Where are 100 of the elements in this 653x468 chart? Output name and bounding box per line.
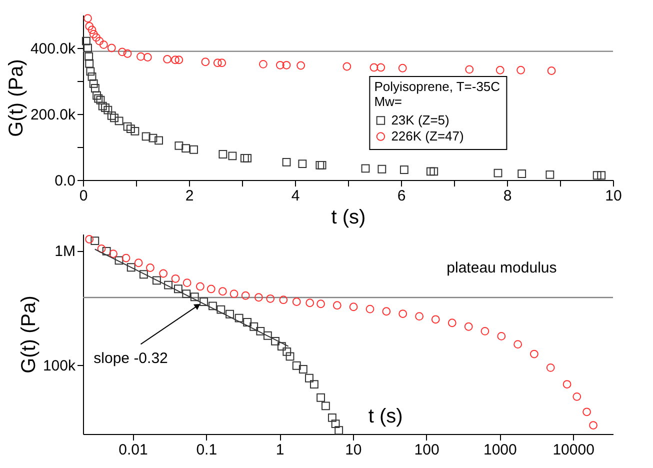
point [126, 124, 135, 134]
y-tick-label: 100k [42, 358, 76, 375]
point [82, 36, 90, 46]
point [92, 91, 101, 100]
x-tick-label: 0 [79, 188, 88, 204]
x-tick-label: 4 [291, 188, 300, 204]
x-tick-label: 2 [185, 188, 194, 204]
point [228, 152, 237, 160]
point [86, 67, 95, 76]
legend-label: 226K (Z=47) [391, 128, 464, 144]
point [171, 56, 180, 64]
point [104, 106, 112, 114]
point [282, 60, 291, 70]
point [174, 141, 184, 150]
point [361, 164, 370, 173]
point [398, 64, 407, 72]
point [276, 60, 284, 70]
point [143, 53, 152, 62]
x-tick-label: 10000 [552, 442, 594, 458]
y-tick-label: 0.0 [54, 172, 76, 190]
point [318, 160, 326, 170]
x-tick-label: 1 [276, 442, 284, 458]
point [378, 164, 386, 174]
point [342, 62, 352, 71]
point [88, 26, 96, 34]
point [89, 30, 98, 38]
x-tick-label: 6 [397, 188, 406, 204]
point [182, 144, 190, 153]
point [547, 66, 556, 75]
point [163, 55, 172, 64]
point [84, 52, 94, 61]
point [118, 48, 126, 56]
point [516, 66, 525, 74]
point [84, 44, 92, 52]
point [107, 111, 116, 120]
point [400, 166, 408, 174]
x-axis-title: t (s) [331, 206, 366, 228]
point [123, 122, 132, 131]
x-tick-label: 8 [503, 188, 512, 204]
point [84, 14, 92, 22]
x-tick-label: 10 [345, 442, 362, 458]
point [496, 66, 504, 74]
point [430, 167, 438, 176]
x-tick-label: 10 [605, 188, 622, 204]
y-tick-label: 400.0k [30, 40, 76, 58]
point [95, 36, 104, 46]
y-tick-label: 1M [54, 243, 76, 260]
point [90, 84, 100, 92]
y-tick-label: 200.0k [30, 106, 76, 124]
point [142, 132, 150, 141]
x-tick-label: 0.01 [118, 442, 148, 458]
point [123, 49, 132, 58]
point [136, 52, 145, 61]
point [465, 65, 474, 74]
point [546, 170, 554, 179]
point [494, 168, 502, 178]
point [518, 170, 526, 178]
ref-line-label: plateau modulus [446, 260, 557, 276]
point [148, 134, 158, 142]
y-axis-title: G(t) (Pa) [18, 296, 40, 374]
point [218, 58, 226, 68]
point [92, 33, 100, 42]
x-tick-label: 0.1 [196, 442, 218, 458]
point [201, 58, 210, 66]
point [94, 94, 103, 103]
point [426, 167, 435, 176]
point [85, 22, 94, 30]
point [107, 44, 116, 52]
y-axis-title: G(t) (Pa) [5, 59, 28, 137]
x-tick-label: 100 [414, 442, 440, 458]
point [99, 40, 108, 49]
point [89, 79, 98, 88]
point [101, 104, 110, 112]
point [130, 126, 140, 136]
annotation: slope -0.32 [94, 350, 168, 368]
point [296, 61, 306, 70]
point [316, 160, 324, 170]
point [370, 63, 378, 72]
x-axis-title: t (s) [368, 406, 403, 428]
point [282, 158, 291, 166]
point [85, 59, 94, 68]
point [213, 58, 222, 68]
legend-label: 23K (Z=5) [391, 112, 450, 128]
point [96, 96, 105, 104]
x-tick-label: 1000 [483, 442, 517, 458]
point [218, 150, 228, 158]
point [376, 63, 386, 72]
point [110, 114, 118, 122]
point [240, 154, 249, 162]
legend-title: Polyisoprene, T=-35C Mw= [374, 79, 500, 110]
point [114, 116, 124, 126]
point [88, 72, 96, 81]
point [258, 60, 268, 68]
point [592, 171, 602, 180]
point [98, 102, 107, 110]
point [190, 145, 198, 154]
point [154, 136, 163, 145]
point [243, 154, 252, 162]
point [298, 160, 307, 168]
point [597, 171, 606, 180]
